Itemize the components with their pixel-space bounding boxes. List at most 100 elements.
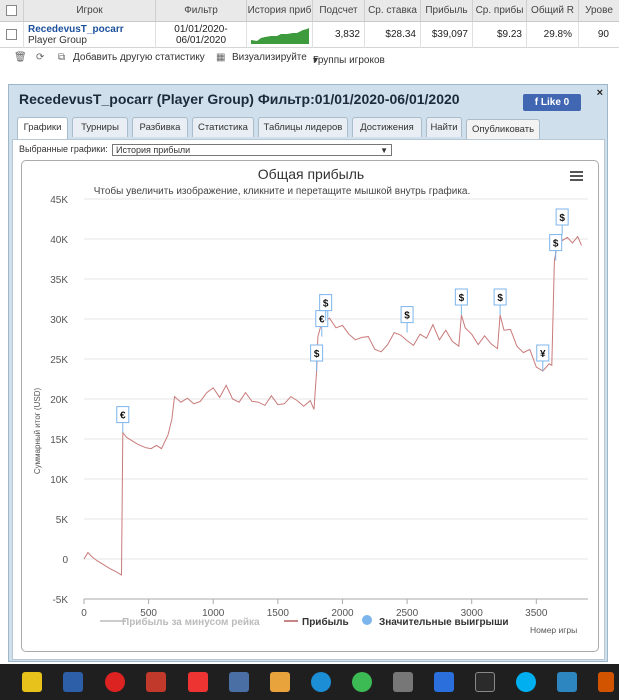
big-win-flag[interactable] (549, 234, 563, 252)
skype-icon[interactable] (516, 672, 536, 692)
y-tick-label: 45K (50, 195, 68, 206)
lock-app-icon[interactable] (393, 672, 413, 692)
x-tick-label: 1000 (202, 608, 225, 619)
grid-toolbar: 🗑 ⟳ ⧉ Добавить другую статистику ▦ Визуа… (0, 49, 619, 67)
add-stats-button[interactable]: Добавить другую статистику (73, 52, 205, 63)
legend-profit[interactable]: Прибыль (302, 616, 349, 628)
tab-breakdown[interactable]: Разбивка (132, 117, 188, 137)
tab-achievements[interactable]: Достижения (352, 117, 422, 137)
level-value: 90 (597, 29, 609, 40)
tab-tournaments[interactable]: Турниры (72, 117, 128, 137)
legend-net-profit[interactable]: Прибыль за минусом рейка (122, 616, 260, 628)
charts-select-value: История прибыли (116, 145, 191, 155)
legend-big-wins[interactable]: Значительные выигрыши (379, 617, 509, 628)
roi-value: 29.8% (527, 22, 579, 48)
calculator-icon[interactable] (229, 672, 249, 692)
y-tick-label: 15K (50, 435, 68, 446)
big-win-flag[interactable] (310, 344, 324, 362)
profit-value: $39,097 (421, 22, 473, 48)
edge-icon[interactable] (311, 672, 331, 692)
tab-leaderboards[interactable]: Таблицы лидеров (258, 117, 348, 137)
trash-icon[interactable]: 🗑 (14, 52, 27, 63)
big-win-symbol: $ (497, 293, 503, 304)
x-axis-label: Номер игры (530, 625, 577, 635)
col-total-roi[interactable]: Общий R (527, 0, 579, 22)
tab-search[interactable]: Найти (426, 117, 462, 137)
app-icon-orange[interactable] (598, 672, 614, 692)
col-avg-stake[interactable]: Ср. ставка (365, 0, 421, 22)
y-tick-label: 25K (50, 355, 68, 366)
x-tick-label: 3500 (525, 608, 548, 619)
folder-icon[interactable] (270, 672, 290, 692)
player-name-link[interactable]: RecedevusT_pocarr (28, 24, 124, 35)
app-icon-red[interactable] (146, 672, 166, 692)
x-tick-label: 0 (81, 608, 87, 619)
profit-series-line (83, 233, 582, 576)
big-win-flag[interactable] (116, 406, 130, 424)
refresh-icon[interactable]: ⟳ (36, 52, 45, 63)
col-profit-history[interactable]: История приб (247, 0, 313, 22)
col-player[interactable]: Игрок (24, 0, 156, 22)
col-filter[interactable]: Фильтр (156, 0, 247, 22)
profit-chart-container[interactable]: Общая прибыль Чтобы увеличить изображени… (21, 160, 599, 652)
close-icon[interactable]: × (596, 87, 603, 99)
legend-swatch-big-wins (362, 615, 372, 625)
facebook-icon: f (534, 97, 539, 108)
app-icon-star[interactable] (434, 672, 454, 692)
visualize-button[interactable]: Визуализируйте (232, 52, 307, 63)
app-icon-dark[interactable] (475, 672, 495, 692)
big-win-flag[interactable] (493, 288, 507, 306)
charts-select-row: Выбранные графики: История прибыли ▼ (19, 144, 392, 156)
charts-select[interactable]: История прибыли ▼ (112, 144, 392, 156)
big-win-flag[interactable] (319, 294, 333, 312)
yandex-icon[interactable] (188, 672, 208, 692)
x-tick-label: 1500 (267, 608, 290, 619)
app-icon-blue[interactable] (557, 672, 577, 692)
publish-button[interactable]: Опубликовать (466, 119, 540, 139)
chevron-down-icon: ▾ (313, 55, 319, 66)
chrome-icon[interactable] (352, 672, 372, 692)
facebook-like-button[interactable]: f Like 0 (523, 94, 581, 111)
profit-sparkline[interactable] (247, 22, 313, 48)
big-win-flag[interactable] (454, 288, 468, 306)
profit-chart[interactable]: Общая прибыль Чтобы увеличить изображени… (22, 161, 600, 653)
col-avg-profit[interactable]: Ср. прибы (473, 0, 527, 22)
y-tick-label: -5K (52, 595, 68, 606)
opera-icon[interactable] (105, 672, 125, 692)
avg-stake-value: $28.34 (365, 22, 421, 48)
row-checkbox[interactable] (6, 29, 17, 40)
app-icon-yellow[interactable] (22, 672, 42, 692)
panel-title: RecedevusT_pocarr (Player Group) Фильтр:… (19, 91, 460, 107)
y-tick-label: 35K (50, 275, 68, 286)
col-profit[interactable]: Прибыль (421, 0, 473, 22)
menu-icon[interactable] (570, 171, 583, 181)
filter-line-2: 06/01/2020 (175, 35, 227, 46)
chart-icon: ▦ (216, 52, 226, 63)
big-win-flag[interactable] (555, 208, 569, 226)
col-count[interactable]: Подсчет (313, 0, 365, 22)
y-tick-label: 20K (50, 395, 68, 406)
table-row[interactable]: RecedevusT_pocarr Player Group 01/01/202… (0, 22, 619, 48)
x-tick-label: 500 (140, 608, 157, 619)
taskbar (0, 664, 619, 700)
big-win-flag[interactable] (536, 344, 550, 362)
laptop-icon[interactable] (63, 672, 83, 692)
tab-content: Выбранные графики: История прибыли ▼ Общ… (12, 139, 605, 660)
filter-line-1: 01/01/2020- (174, 24, 228, 35)
big-win-symbol: ¥ (540, 349, 546, 360)
col-level[interactable]: Урове (585, 5, 613, 16)
big-win-symbol: $ (323, 299, 329, 310)
tab-charts[interactable]: Графики (17, 117, 68, 139)
y-tick-label: 10K (50, 475, 68, 486)
player-panel: RecedevusT_pocarr (Player Group) Фильтр:… (8, 84, 608, 662)
y-tick-label: 5K (56, 515, 69, 526)
header-select-all[interactable] (0, 0, 24, 22)
chevron-down-icon: ▼ (380, 146, 388, 155)
like-label: Like 0 (540, 97, 570, 108)
big-win-symbol: $ (404, 311, 410, 322)
y-tick-label: 40K (50, 235, 68, 246)
big-win-flag[interactable] (400, 306, 414, 324)
tab-statistics[interactable]: Статистика (192, 117, 254, 137)
select-all-checkbox[interactable] (6, 5, 17, 16)
count-value: 3,832 (313, 22, 365, 48)
